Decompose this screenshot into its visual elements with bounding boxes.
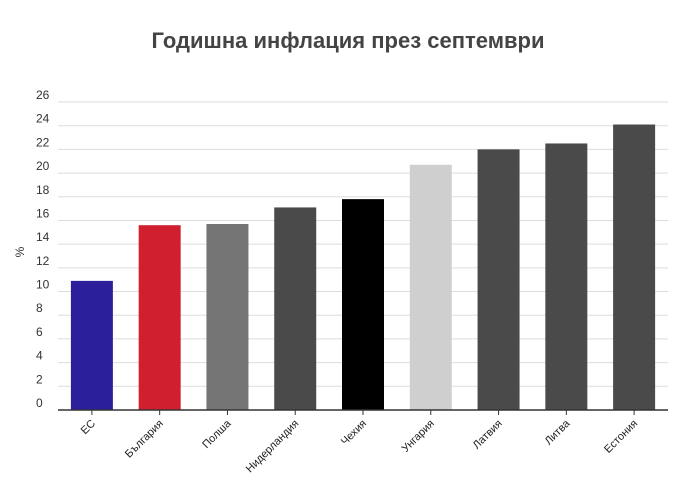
y-tick-label: 8 (36, 301, 43, 315)
y-tick-label: 14 (36, 230, 50, 244)
bar (613, 124, 656, 410)
y-tick-label: 4 (36, 349, 43, 363)
bar (409, 164, 452, 410)
y-tick-label: 18 (36, 183, 50, 197)
bar (342, 199, 384, 410)
x-axis (58, 409, 668, 415)
chart-title: Годишна инфлация през септември (151, 28, 545, 53)
bar (274, 207, 317, 410)
y-tick-label: 2 (36, 372, 43, 386)
y-tick-label: 6 (36, 325, 43, 339)
y-tick-label: 24 (36, 112, 50, 126)
y-tick-label: 26 (36, 88, 50, 102)
bars (70, 124, 656, 410)
y-tick-label: 22 (36, 135, 50, 149)
bar (70, 280, 113, 410)
y-tick-label: 12 (36, 254, 50, 268)
y-axis-title: % (13, 246, 27, 257)
bar (477, 149, 520, 410)
bar (138, 225, 181, 410)
x-category-label: Нидерландия (244, 418, 302, 476)
x-category-label: Чехия (339, 418, 369, 448)
x-category-label: Литва (543, 417, 573, 447)
y-tick-label: 20 (36, 159, 50, 173)
y-tick-label: 0 (36, 396, 43, 410)
x-category-label: Латвия (471, 418, 505, 452)
bar (206, 224, 249, 410)
x-category-label: ЕС (79, 418, 98, 437)
x-category-label: България (123, 418, 166, 461)
y-tick-label: 16 (36, 206, 50, 220)
x-category-label: Естония (602, 418, 640, 456)
x-category-label: Полша (200, 417, 234, 451)
bar (545, 143, 588, 410)
x-axis-labels: ЕС България Полша Нидерландия Чехия Унгария Ла… (79, 417, 641, 475)
y-tick-label: 10 (36, 278, 50, 292)
x-category-label: Унгария (400, 418, 437, 455)
